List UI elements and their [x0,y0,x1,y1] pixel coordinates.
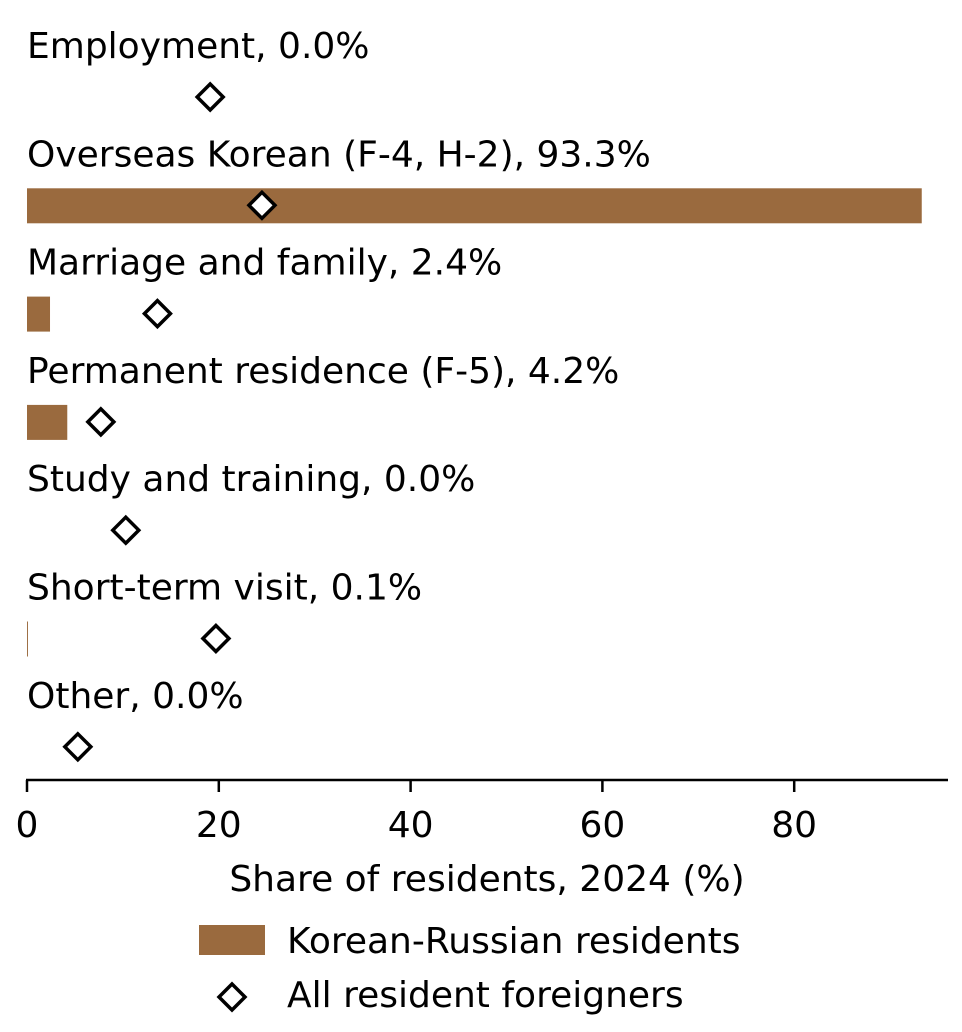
legend-diamond-icon [216,981,248,1013]
category-label: Other, 0.0% [27,676,244,717]
legend: Korean-Russian residents All resident fo… [199,921,741,1016]
x-axis: 0 20 40 60 80 [16,778,948,846]
marker-all-foreigners [110,514,142,546]
legend-bar-label: Korean-Russian residents [287,921,741,962]
category-label: Employment, 0.0% [27,26,370,67]
x-tick-label: 20 [196,805,242,846]
marker-all-foreigners [194,81,226,113]
bar-korean-russian [27,621,28,657]
bar-korean-russian [27,296,51,332]
x-axis-title: Share of residents, 2024 (%) [229,859,744,900]
marker-all-foreigners [62,731,94,763]
category-label: Permanent residence (F-5), 4.2% [27,351,619,392]
category-label: Short-term visit, 0.1% [27,568,422,609]
marker-all-foreigners [246,189,278,221]
category-label: Study and training, 0.0% [27,459,475,500]
x-tick-label: 0 [16,805,39,846]
bar-korean-russian [27,188,922,224]
x-tick-label: 40 [388,805,434,846]
marker-all-foreigners [85,406,117,438]
bar-korean-russian [27,404,68,440]
marker-all-foreigners [141,298,173,330]
x-tick-label: 80 [771,805,817,846]
marker-all-foreigners [200,623,232,654]
x-tick-label: 60 [579,805,625,846]
legend-bar-swatch [199,925,265,955]
category-label: Marriage and family, 2.4% [27,243,502,284]
category-label: Overseas Korean (F-4, H-2), 93.3% [27,134,651,175]
legend-marker-label: All resident foreigners [287,975,684,1016]
plot-area: Employment, 0.0% Overseas Korean (F-4, H-… [27,26,922,763]
